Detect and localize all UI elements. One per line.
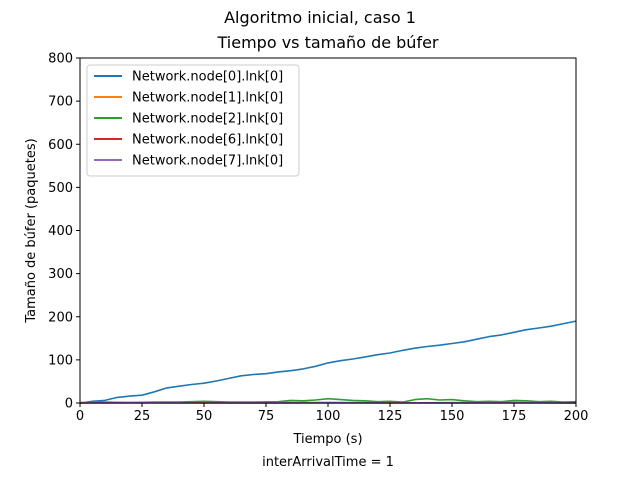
- y-tick-label: 700: [48, 95, 73, 110]
- y-tick-label: 500: [48, 181, 73, 196]
- x-tick-label: 200: [564, 409, 589, 424]
- y-tick-label: 0: [65, 397, 73, 412]
- x-tick-label: 25: [134, 409, 151, 424]
- legend-entry-label: Network.node[7].lnk[0]: [132, 154, 283, 169]
- legend-box: [86, 64, 300, 177]
- legend-entry-label: Network.node[1].lnk[0]: [132, 91, 283, 106]
- x-tick-label: 100: [316, 409, 341, 424]
- y-tick-label: 100: [48, 353, 73, 368]
- y-tick-label: 800: [48, 52, 73, 67]
- series-layer: [79, 320, 577, 404]
- series-line-0: [79, 320, 577, 404]
- footnote: interArrivalTime = 1: [262, 455, 394, 470]
- y-tick-label: 200: [48, 310, 73, 325]
- x-tick-label: 175: [502, 409, 527, 424]
- legend: Network.node[0].lnk[0] Network.node[1].ln…: [86, 64, 300, 177]
- x-axis-label: Tiempo (s): [292, 432, 362, 447]
- y-axis-label: Tamaño de búfer (paquetes): [24, 138, 39, 323]
- legend-entry-label: Network.node[2].lnk[0]: [132, 112, 283, 127]
- figure-suptitle: Algoritmo inicial, caso 1: [224, 8, 416, 27]
- y-tick-label: 400: [48, 224, 73, 239]
- x-tick-label: 150: [440, 409, 465, 424]
- x-tick-label: 75: [258, 409, 275, 424]
- y-tick-label: 300: [48, 267, 73, 282]
- x-tick-label: 0: [76, 409, 84, 424]
- chart-title: Tiempo vs tamaño de búfer: [217, 33, 439, 52]
- x-axis: 0 25 50 75 100 125 150 175 200: [76, 403, 589, 424]
- y-tick-label: 600: [48, 138, 73, 153]
- legend-entry-label: Network.node[0].lnk[0]: [132, 70, 283, 85]
- x-tick-label: 125: [378, 409, 403, 424]
- y-axis: 0 100 200 300 400 500 600 700 800: [48, 52, 80, 412]
- series-line-2: [79, 397, 577, 404]
- legend-entry-label: Network.node[6].lnk[0]: [132, 133, 283, 148]
- x-tick-label: 50: [196, 409, 213, 424]
